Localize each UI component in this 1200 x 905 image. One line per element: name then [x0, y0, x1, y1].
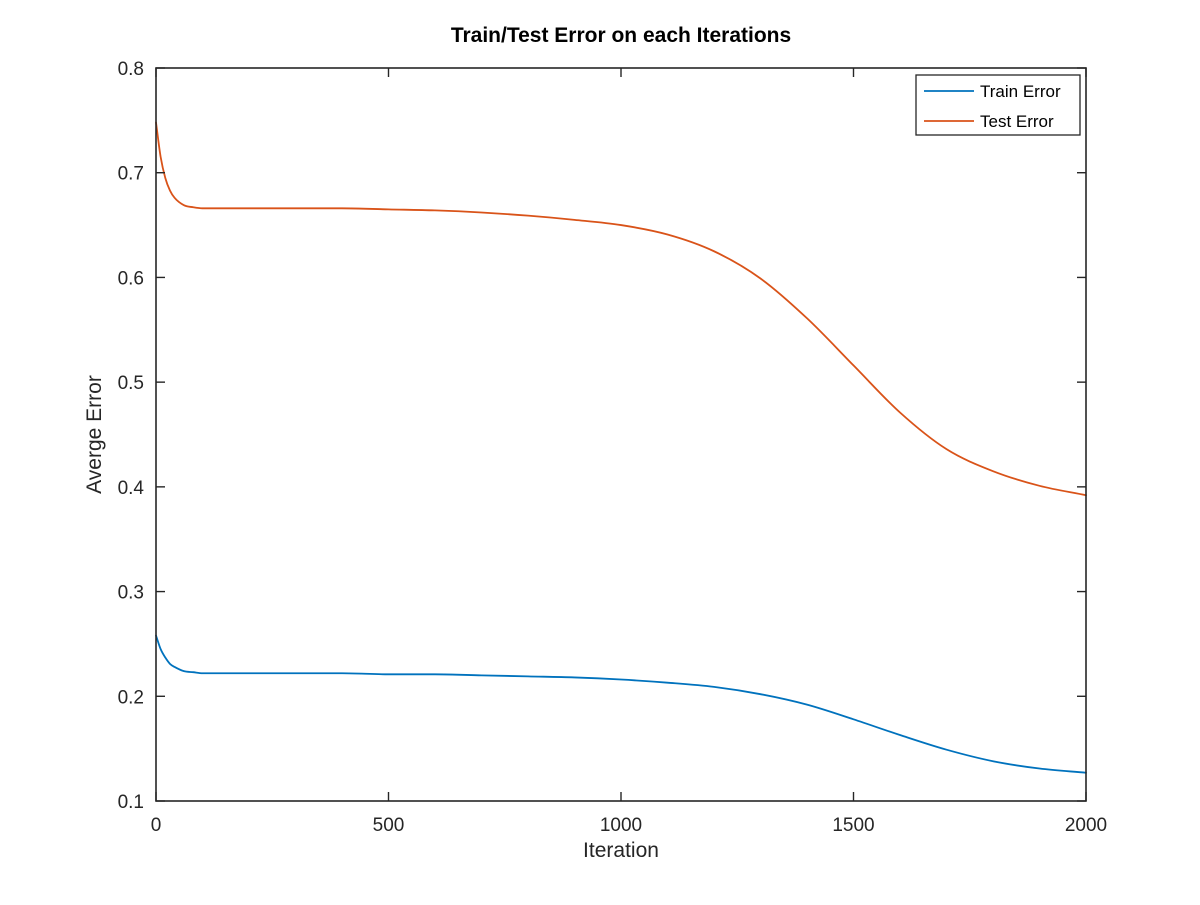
- y-tick-label: 0.7: [118, 164, 144, 185]
- series-line-train-error: [155, 634, 1087, 774]
- series-line-test-error: [155, 121, 1087, 497]
- y-tick-label: 0.4: [118, 478, 145, 499]
- x-axis-label: Iteration: [583, 839, 659, 862]
- chart-title: Train/Test Error on each Iterations: [451, 24, 791, 47]
- y-tick-label: 0.6: [118, 268, 144, 289]
- y-tick-label: 0.1: [118, 792, 144, 813]
- x-tick-label: 1500: [832, 815, 874, 836]
- x-tick-label: 2000: [1065, 815, 1107, 836]
- x-tick-label: 0: [151, 815, 162, 836]
- plot-area: [156, 68, 1086, 801]
- y-axis-label: Averge Error: [83, 375, 106, 494]
- y-tick-label: 0.5: [118, 373, 144, 394]
- y-tick-label: 0.8: [118, 59, 144, 80]
- y-tick-label: 0.3: [118, 583, 144, 604]
- tick-layer: 0 500 1000 1500 2000 0.1 0.2 0.3 0.4 0.5 0.6 0.7 0.8: [118, 59, 1108, 836]
- legend-label: Test Error: [980, 112, 1054, 131]
- legend-box: [915, 74, 1081, 136]
- x-tick-label: 500: [373, 815, 405, 836]
- legend: Train Error Test Error: [915, 74, 1081, 136]
- x-tick-label: 1000: [600, 815, 642, 836]
- series-layer: [155, 121, 1087, 774]
- y-tick-label: 0.2: [118, 687, 144, 708]
- legend-label: Train Error: [980, 82, 1061, 101]
